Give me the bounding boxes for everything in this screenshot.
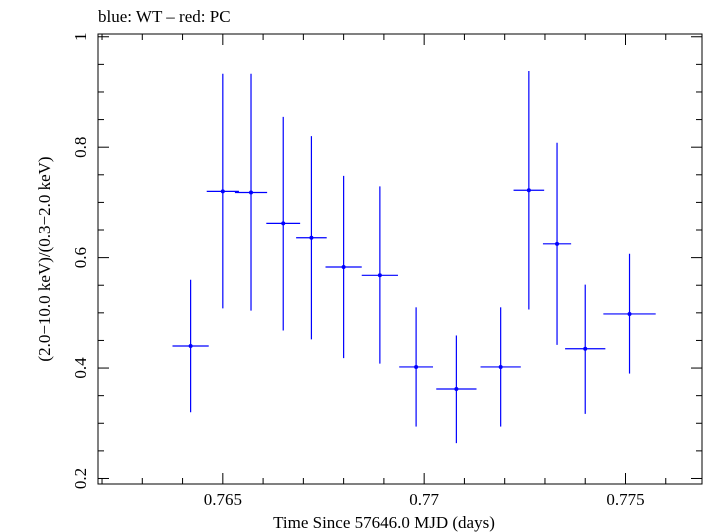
y-tick-label: 0.8 [71, 137, 90, 158]
data-point [526, 188, 531, 193]
x-tick-label: 0.77 [409, 490, 439, 509]
x-tick-label: 0.765 [204, 490, 242, 509]
data-point [555, 241, 560, 246]
data-point [249, 190, 254, 195]
data-point [414, 364, 419, 369]
y-axis-label: (2.0−10.0 keV)/(0.3−2.0 keV) [35, 156, 54, 361]
data-point [454, 387, 459, 392]
data-point [188, 343, 193, 348]
data-point [498, 364, 503, 369]
data-series [172, 70, 656, 444]
data-point [583, 346, 588, 351]
chart-title: blue: WT – red: PC [98, 7, 231, 26]
data-point [627, 311, 632, 316]
y-tick-label: 0.2 [71, 468, 90, 489]
x-axis-label: Time Since 57646.0 MJD (days) [273, 513, 495, 532]
data-point [281, 221, 286, 226]
x-tick-label: 0.775 [606, 490, 644, 509]
data-point [309, 235, 314, 240]
y-tick-label: 1 [71, 33, 90, 42]
data-point [341, 265, 346, 270]
x-axis-ticks: 0.765 0.77 0.775 [101, 34, 667, 509]
y-tick-label: 0.4 [71, 357, 90, 379]
y-tick-label: 0.6 [71, 247, 90, 268]
data-point [220, 189, 225, 194]
data-point [377, 273, 382, 278]
y-axis-ticks: 0.2 0.4 0.6 0.8 1 [71, 33, 702, 489]
plot-frame [97, 33, 703, 485]
